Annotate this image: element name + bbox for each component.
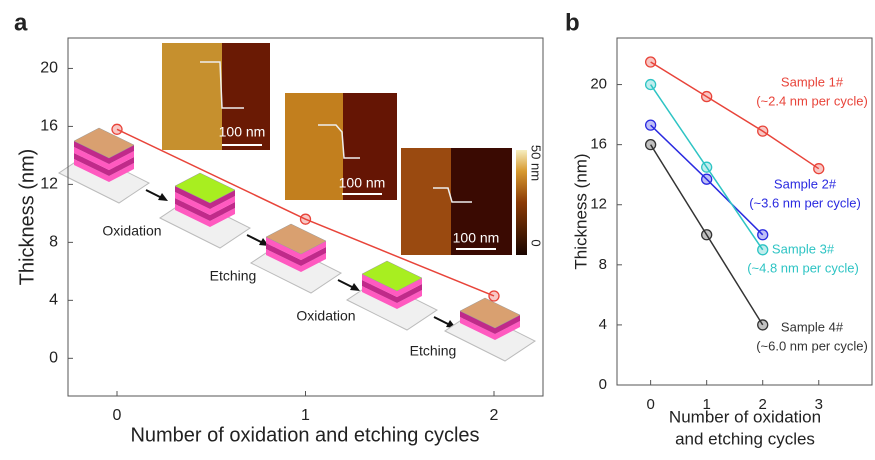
y-tick-label: 8 [49,234,58,251]
data-point [702,92,712,102]
legend-rate: (~3.6 nm per cycle) [749,195,861,210]
afm-image [162,43,222,150]
colorbar [516,150,527,255]
panel-label: b [565,9,580,36]
y-tick-label: 0 [49,350,58,367]
y-tick-label: 16 [590,136,607,153]
afm-image [285,93,343,200]
y-axis-label: Thickness (nm) [571,153,590,269]
data-point [758,230,768,240]
legend-rate: (~2.4 nm per cycle) [756,93,868,108]
legend-label: Sample 3# [772,241,835,256]
arrow [247,235,263,243]
y-tick-label: 8 [599,256,607,273]
legend-label: Sample 1# [781,74,844,89]
x-tick-label: 2 [490,407,499,424]
annotation: Etching [410,343,457,359]
data-point [646,140,656,150]
data-point [646,80,656,90]
data-point [646,120,656,130]
data-point [758,320,768,330]
x-tick-label: 0 [646,396,654,413]
y-tick-label: 4 [599,316,607,333]
panel-label: a [14,9,28,36]
x-tick-label: 0 [113,407,122,424]
data-point [702,174,712,184]
data-point [758,126,768,136]
figure: 048121620012Thickness (nm)Number of oxid… [0,0,875,455]
data-point [112,124,122,134]
scale-bar-label: 100 nm [219,124,266,140]
afm-image [401,148,451,255]
x-tick-label: 1 [301,407,310,424]
y-tick-label: 16 [40,118,58,135]
scale-bar-label: 100 nm [339,175,386,191]
data-point [702,162,712,172]
x-axis-label: Number of oxidation and etching cycles [130,424,479,446]
y-tick-label: 12 [40,176,58,193]
annotation: Oxidation [102,223,161,239]
data-point [301,214,311,224]
x-axis-label: and etching cycles [675,429,815,448]
legend-label: Sample 4# [781,319,844,334]
arrow [338,280,354,288]
legend-label: Sample 2# [774,176,837,191]
data-point [758,245,768,255]
scale-bar-label: 100 nm [453,230,500,246]
data-point [489,291,499,301]
x-axis-label: Number of oxidation [669,407,821,426]
y-tick-label: 12 [590,196,607,213]
arrow [146,190,162,198]
annotation: Etching [210,268,257,284]
y-tick-label: 0 [599,376,607,393]
y-axis-label: Thickness (nm) [16,149,38,286]
colorbar-label: 0 [529,239,544,246]
colorbar-label: 50 nm [529,145,544,181]
legend-rate: (~6.0 nm per cycle) [756,338,868,353]
data-point [702,230,712,240]
annotation: Oxidation [296,308,355,324]
legend-rate: (~4.8 nm per cycle) [747,260,859,275]
y-tick-label: 20 [590,76,607,93]
data-point [646,57,656,67]
data-point [814,164,824,174]
y-tick-label: 4 [49,292,58,309]
arrow [434,317,450,325]
y-tick-label: 20 [40,60,58,77]
